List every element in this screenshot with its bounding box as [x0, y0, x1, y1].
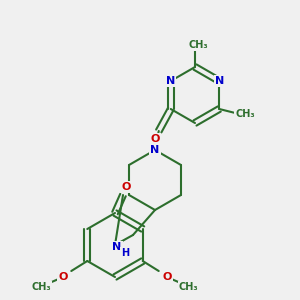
Text: N: N: [112, 242, 122, 252]
Text: CH₃: CH₃: [32, 282, 51, 292]
Text: H: H: [121, 248, 129, 258]
Text: CH₃: CH₃: [188, 40, 208, 50]
Text: N: N: [214, 76, 224, 86]
Text: N: N: [150, 145, 160, 155]
Text: O: O: [121, 182, 131, 192]
Text: N: N: [166, 76, 176, 86]
Text: O: O: [150, 134, 159, 144]
Text: O: O: [162, 272, 171, 282]
Text: O: O: [58, 272, 68, 282]
Text: CH₃: CH₃: [179, 282, 199, 292]
Text: CH₃: CH₃: [236, 109, 255, 119]
